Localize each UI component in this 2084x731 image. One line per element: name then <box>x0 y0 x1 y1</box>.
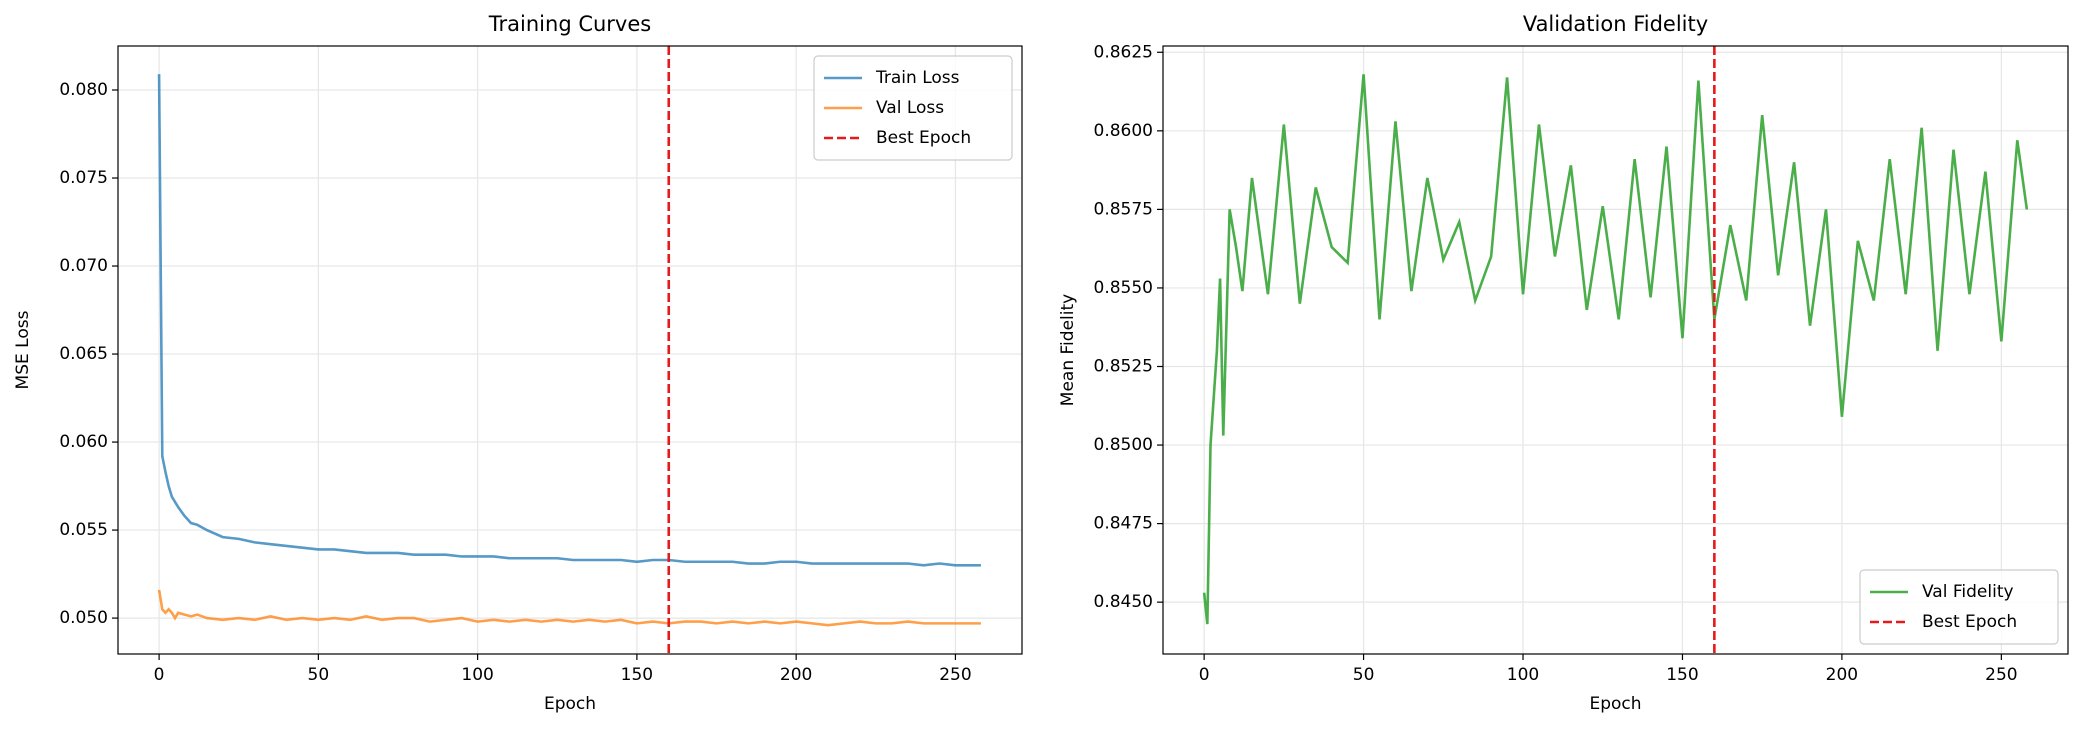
x-tick-label: 150 <box>1666 665 1698 685</box>
legend-label: Val Loss <box>876 98 944 118</box>
y-tick-label: 0.8550 <box>1094 278 1153 298</box>
y-tick-label: 0.080 <box>59 80 108 100</box>
y-tick-label: 0.8625 <box>1094 42 1153 62</box>
y-tick-label: 0.070 <box>59 256 108 276</box>
legend-label: Best Epoch <box>876 128 971 148</box>
y-tick-label: 0.8575 <box>1094 199 1153 219</box>
x-tick-label: 200 <box>1826 665 1858 685</box>
y-tick-label: 0.050 <box>59 608 108 628</box>
y-axis-label: Mean Fidelity <box>1058 294 1078 406</box>
data-line <box>157 74 981 567</box>
legend-box <box>813 55 1013 161</box>
y-tick-label: 0.075 <box>59 168 108 188</box>
x-tick-label: 150 <box>621 665 653 685</box>
x-tick-label: 250 <box>1985 665 2017 685</box>
x-axis-label: Epoch <box>1589 694 1641 714</box>
y-tick-label: 0.8475 <box>1094 514 1153 534</box>
y-tick-label: 0.8600 <box>1094 121 1153 141</box>
y-tick-label: 0.8450 <box>1094 592 1153 612</box>
plot-frame <box>117 45 1023 655</box>
x-tick-label: 0 <box>154 665 165 685</box>
y-tick-label: 0.065 <box>59 344 108 364</box>
data-line <box>1202 74 2029 625</box>
chart-title: Validation Fidelity <box>1523 12 1708 36</box>
y-tick-label: 0.055 <box>59 520 108 540</box>
legend-label: Train Loss <box>875 68 960 88</box>
plot-frame <box>1162 45 2069 655</box>
legend-label: Best Epoch <box>1922 612 2017 632</box>
chart-title: Training Curves <box>488 12 651 36</box>
x-tick-label: 50 <box>1353 665 1375 685</box>
x-tick-label: 100 <box>1507 665 1539 685</box>
x-tick-label: 50 <box>308 665 330 685</box>
y-axis-label: MSE Loss <box>13 310 33 389</box>
legend-label: Val Fidelity <box>1922 582 2014 602</box>
y-tick-label: 0.060 <box>59 432 108 452</box>
legend-box <box>1859 569 2059 645</box>
x-tick-label: 0 <box>1199 665 1210 685</box>
x-axis-label: Epoch <box>544 694 596 714</box>
x-tick-label: 200 <box>780 665 812 685</box>
y-tick-label: 0.8525 <box>1094 356 1153 376</box>
data-line <box>157 589 981 627</box>
y-tick-label: 0.8500 <box>1094 435 1153 455</box>
x-tick-label: 100 <box>461 665 493 685</box>
x-tick-label: 250 <box>939 665 971 685</box>
